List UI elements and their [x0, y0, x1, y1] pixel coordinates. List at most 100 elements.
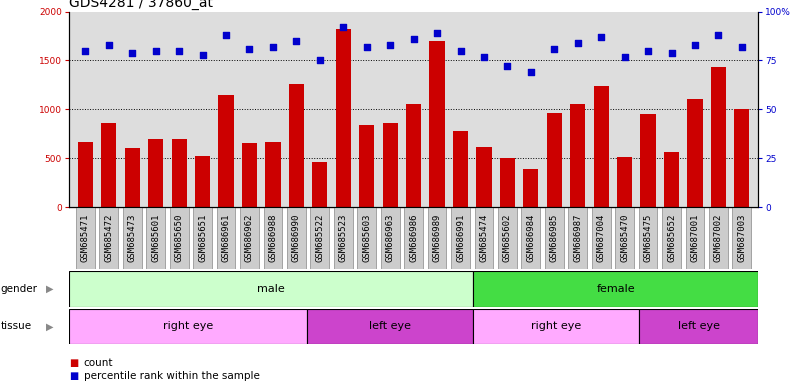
Bar: [218, 95, 234, 207]
Bar: [406, 104, 421, 207]
Bar: [547, 113, 562, 207]
Text: GSM686987: GSM686987: [573, 214, 582, 262]
Bar: [101, 123, 117, 207]
Bar: [617, 157, 633, 207]
Point: [501, 63, 514, 70]
Bar: [264, 207, 282, 269]
Bar: [498, 207, 517, 269]
Bar: [570, 104, 586, 207]
Bar: [732, 207, 751, 269]
Text: right eye: right eye: [531, 321, 581, 331]
Bar: [358, 207, 376, 269]
Text: GSM687001: GSM687001: [690, 214, 699, 262]
Bar: [404, 207, 423, 269]
Text: GSM685470: GSM685470: [620, 214, 629, 262]
Point: [290, 38, 303, 44]
Bar: [688, 99, 702, 207]
Bar: [217, 207, 235, 269]
Bar: [451, 207, 470, 269]
Text: percentile rank within the sample: percentile rank within the sample: [84, 371, 260, 381]
Point: [478, 53, 491, 60]
Bar: [69, 309, 307, 344]
Bar: [265, 142, 281, 207]
Text: GSM687004: GSM687004: [597, 214, 606, 262]
Bar: [381, 207, 400, 269]
Text: GSM685474: GSM685474: [479, 214, 488, 262]
Bar: [289, 84, 304, 207]
Point: [736, 44, 749, 50]
Point: [618, 53, 631, 60]
Point: [454, 48, 467, 54]
Text: GSM686963: GSM686963: [386, 214, 395, 262]
Text: ▶: ▶: [46, 284, 54, 294]
Point: [149, 48, 162, 54]
Text: GSM685602: GSM685602: [503, 214, 512, 262]
Bar: [473, 309, 639, 344]
Point: [384, 42, 397, 48]
Bar: [69, 271, 473, 307]
Bar: [122, 207, 142, 269]
Text: ■: ■: [69, 371, 78, 381]
Point: [337, 24, 350, 30]
Bar: [474, 207, 493, 269]
Bar: [639, 207, 658, 269]
Bar: [664, 152, 679, 207]
Text: GSM685601: GSM685601: [151, 214, 161, 262]
Bar: [311, 207, 329, 269]
Bar: [240, 207, 259, 269]
Bar: [430, 41, 444, 207]
Text: count: count: [84, 358, 113, 368]
Bar: [734, 109, 749, 207]
Text: tissue: tissue: [1, 321, 32, 331]
Point: [665, 50, 678, 56]
Bar: [523, 169, 539, 207]
Bar: [641, 114, 656, 207]
Bar: [476, 147, 491, 207]
Bar: [500, 158, 515, 207]
Text: GSM685652: GSM685652: [667, 214, 676, 262]
Point: [594, 34, 607, 40]
Bar: [242, 143, 257, 207]
Bar: [146, 207, 165, 269]
Point: [547, 46, 560, 52]
Text: GSM685472: GSM685472: [105, 214, 114, 262]
Text: GSM686986: GSM686986: [409, 214, 418, 262]
Bar: [312, 162, 328, 207]
Text: GSM685523: GSM685523: [339, 214, 348, 262]
Bar: [336, 29, 351, 207]
Bar: [521, 207, 540, 269]
Text: left eye: left eye: [678, 321, 720, 331]
Bar: [616, 207, 634, 269]
Text: left eye: left eye: [369, 321, 411, 331]
Point: [126, 50, 139, 56]
Text: GSM685522: GSM685522: [315, 214, 324, 262]
Text: male: male: [257, 284, 285, 294]
Bar: [662, 207, 681, 269]
Bar: [545, 207, 564, 269]
Text: GSM685650: GSM685650: [174, 214, 183, 262]
Bar: [710, 67, 726, 207]
Point: [360, 44, 373, 50]
Text: GSM685475: GSM685475: [644, 214, 653, 262]
Text: GSM685471: GSM685471: [81, 214, 90, 262]
Bar: [78, 142, 93, 207]
Text: GSM686962: GSM686962: [245, 214, 254, 262]
Point: [267, 44, 280, 50]
Point: [313, 57, 326, 63]
Bar: [171, 139, 187, 207]
Text: right eye: right eye: [163, 321, 213, 331]
Text: GSM686988: GSM686988: [268, 214, 277, 262]
Text: ■: ■: [69, 358, 78, 368]
Text: GSM686989: GSM686989: [432, 214, 441, 262]
Point: [712, 32, 725, 38]
Bar: [685, 207, 705, 269]
Text: GSM686961: GSM686961: [221, 214, 230, 262]
Text: GSM686984: GSM686984: [526, 214, 535, 262]
Point: [243, 46, 256, 52]
Point: [571, 40, 584, 46]
Bar: [193, 207, 212, 269]
Point: [431, 30, 444, 36]
Point: [220, 32, 233, 38]
Point: [525, 69, 538, 75]
Text: GSM687002: GSM687002: [714, 214, 723, 262]
